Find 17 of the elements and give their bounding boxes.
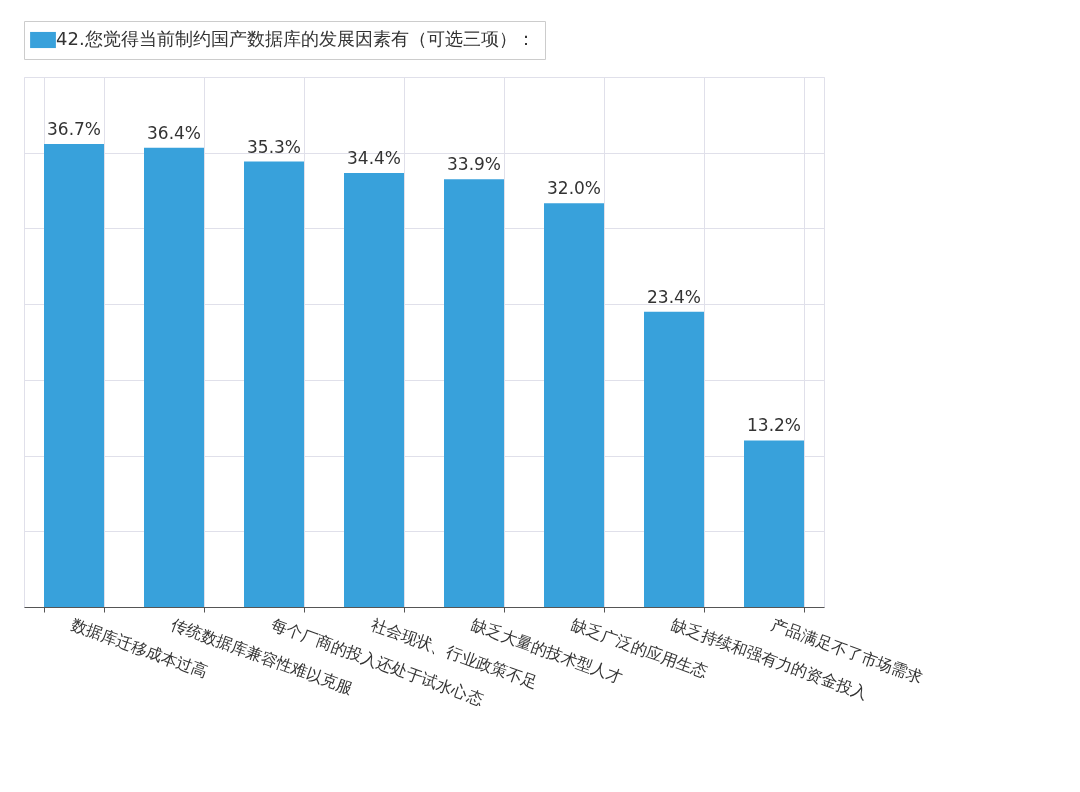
data-label: 36.4% [146,122,202,143]
bar [744,440,804,607]
bar [344,172,404,607]
data-label: 23.4% [646,286,702,307]
legend-label: 42.您觉得当前制约国产数据库的发展因素有（可选三项）： [56,28,535,49]
bar [244,161,304,607]
bar [44,143,104,607]
bar [144,147,204,607]
bar [444,179,504,607]
data-label: 33.9% [446,154,502,175]
data-label: 32.0% [546,178,602,199]
data-label: 35.3% [246,136,302,157]
bar [644,311,704,607]
bar [544,203,604,607]
data-label: 34.4% [346,147,402,168]
data-label: 36.7% [46,118,102,139]
data-label: 13.2% [746,415,802,436]
